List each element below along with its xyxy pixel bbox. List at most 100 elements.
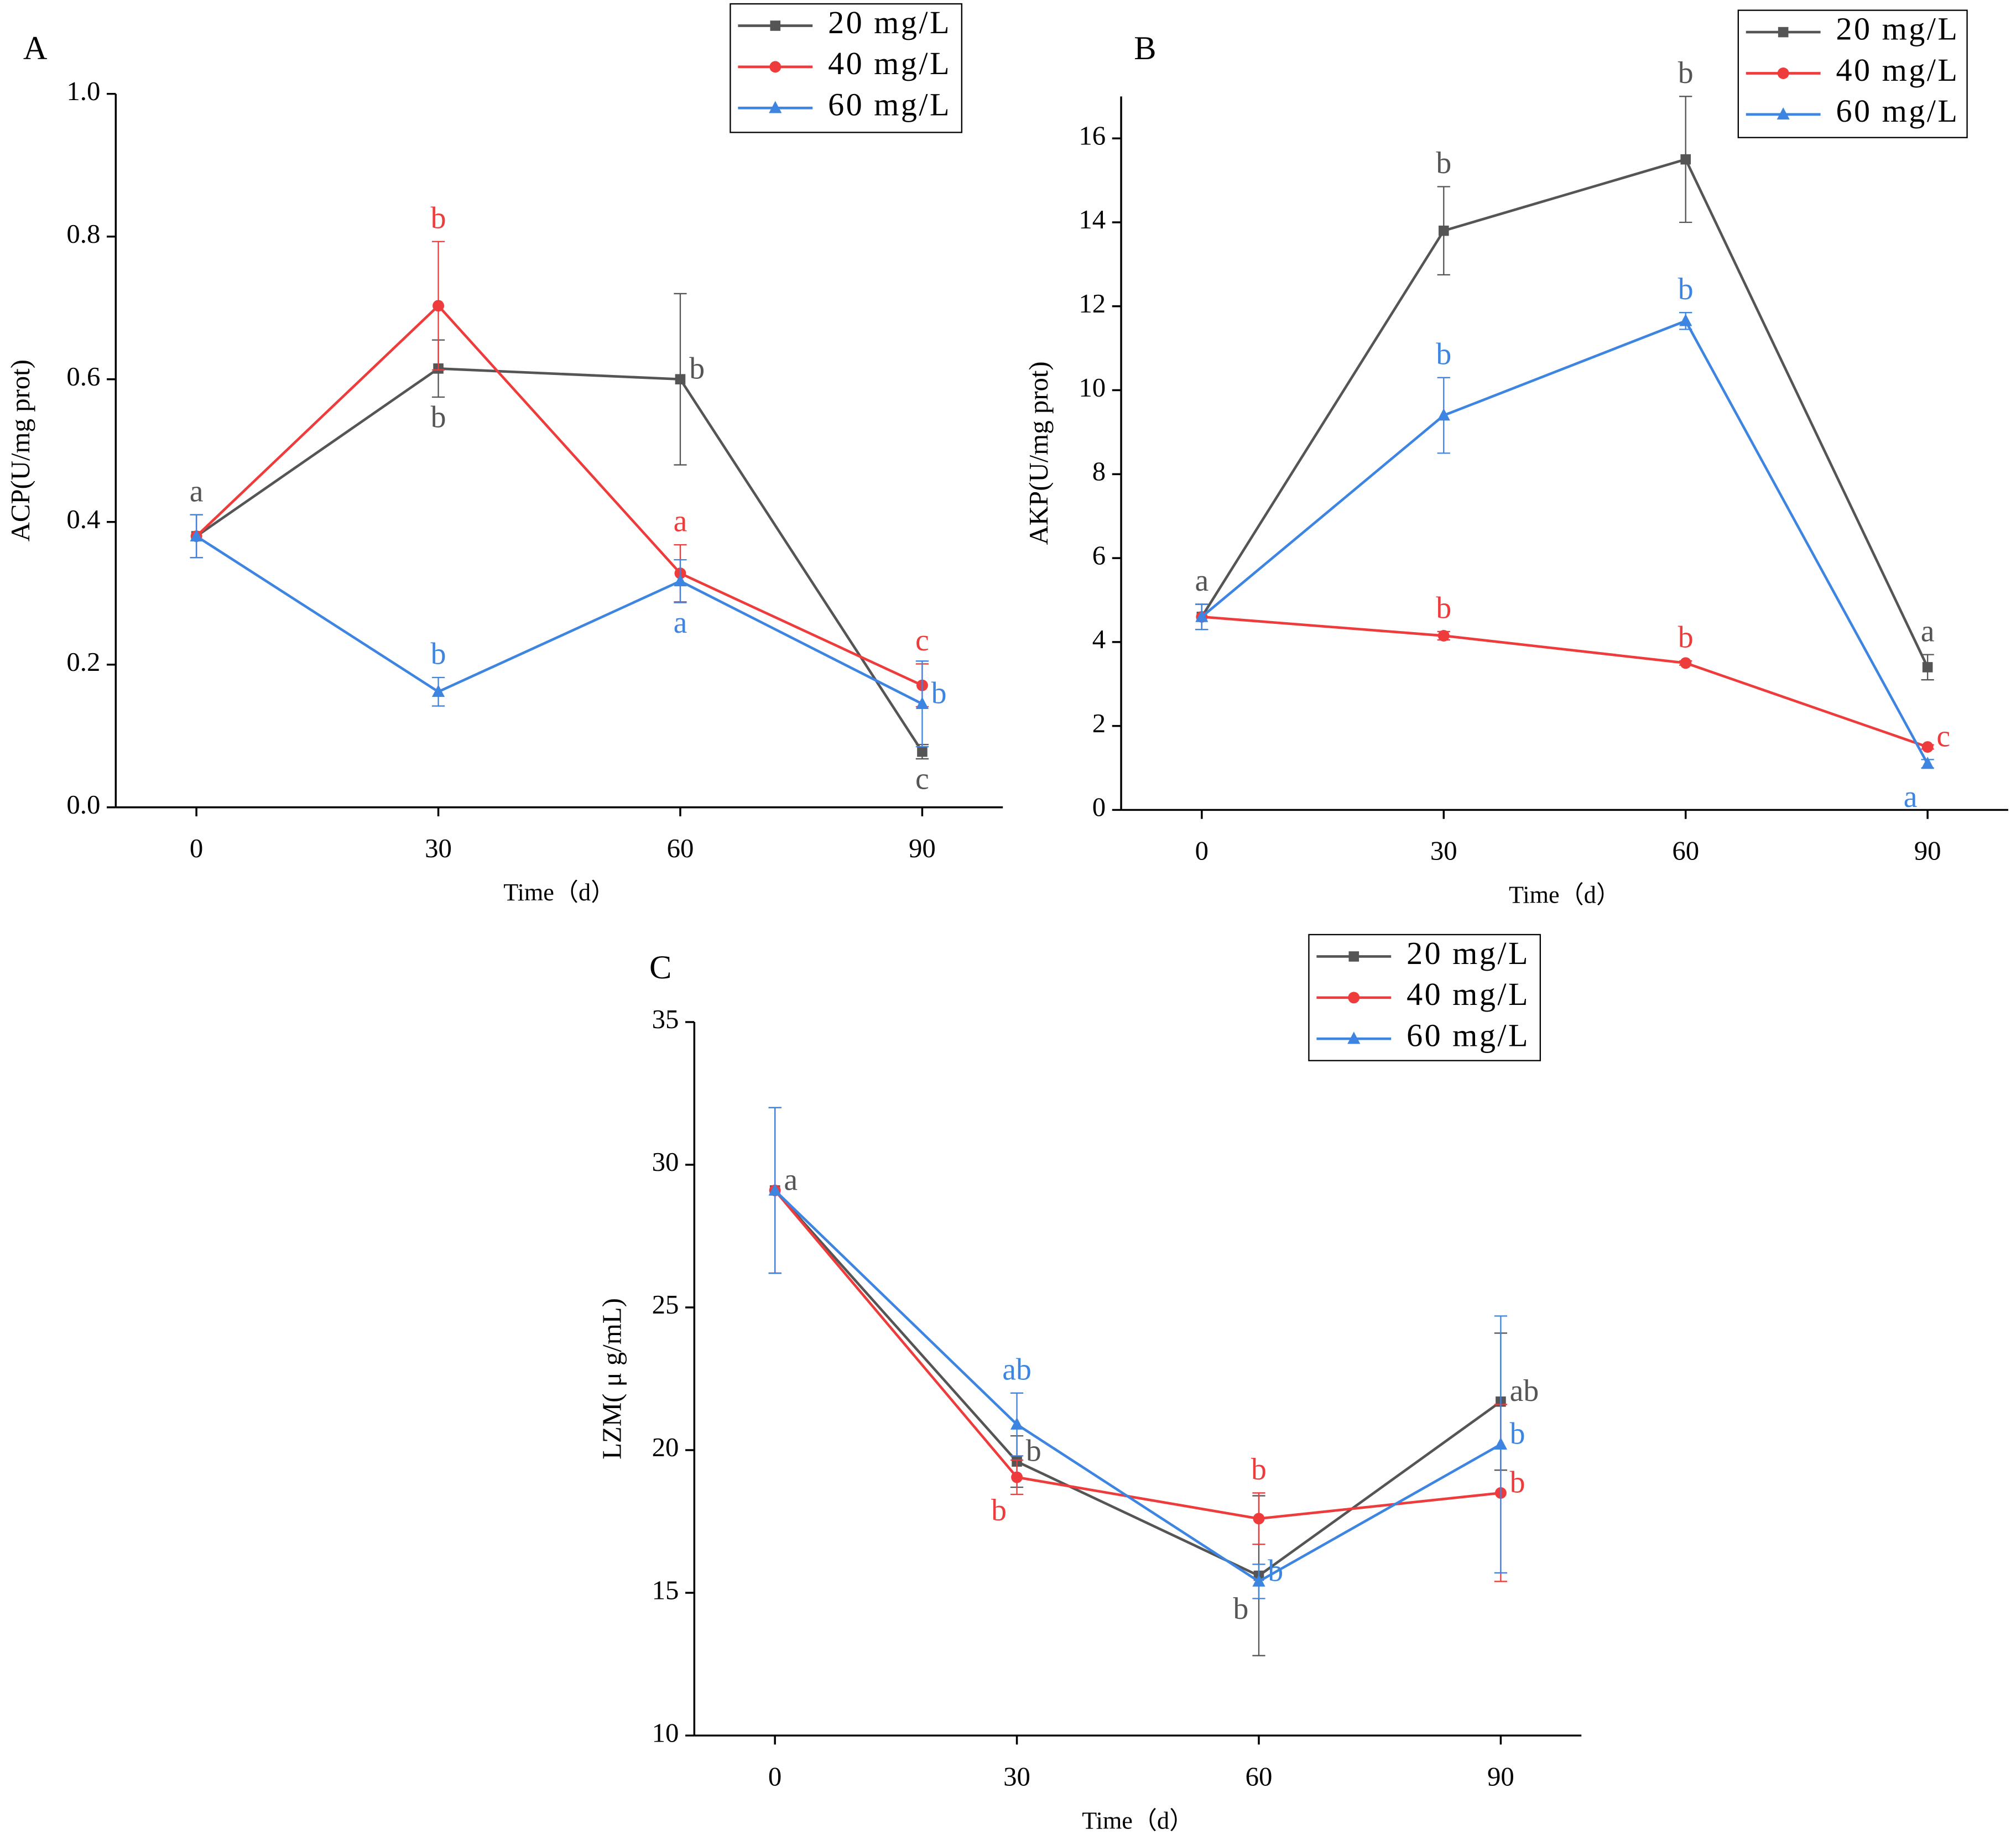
y-tick-label: 4 [1092, 624, 1106, 654]
marker [915, 696, 929, 710]
marker [433, 300, 444, 312]
y-tick-label: 0.8 [66, 219, 100, 249]
marker [1437, 408, 1450, 421]
legend-label: 60 mg/L [828, 87, 951, 123]
legend-label: 60 mg/L [1836, 93, 1959, 129]
x-tick-label: 30 [1430, 836, 1457, 866]
y-tick-label: 1.0 [66, 76, 100, 106]
legend-label: 20 mg/L [1406, 935, 1530, 971]
marker [431, 685, 445, 697]
legend-marker [1348, 951, 1359, 962]
marker [1921, 741, 1934, 753]
legend-label: 20 mg/L [1836, 11, 1959, 46]
y-tick-label: 14 [1079, 205, 1106, 234]
marker [1252, 1574, 1265, 1587]
significance-label: b [1510, 1417, 1525, 1451]
x-tick-label: 90 [1914, 836, 1941, 866]
significance-label: a [1195, 564, 1208, 598]
x-tick-label: 0 [768, 1761, 782, 1791]
significance-label: b [689, 352, 705, 386]
x-axis-label: Time（d） [1082, 1807, 1194, 1834]
series-line [1201, 616, 1928, 748]
y-tick-label: 0.6 [66, 362, 100, 392]
y-tick-label: 10 [652, 1718, 679, 1748]
marker [917, 746, 928, 757]
significance-label: ab [1510, 1374, 1539, 1408]
marker [190, 529, 203, 541]
significance-label: b [1436, 591, 1451, 626]
significance-label: b [431, 400, 446, 435]
significance-label: b [1436, 146, 1451, 180]
significance-label: c [915, 762, 929, 796]
significance-label: a [784, 1163, 798, 1197]
significance-label: b [991, 1493, 1007, 1528]
series-line [1200, 158, 1929, 668]
marker [1922, 662, 1933, 673]
legend-marker [769, 61, 782, 73]
marker [1680, 657, 1692, 669]
y-tick-label: 6 [1092, 540, 1106, 570]
significance-label: a [1904, 780, 1918, 814]
marker [675, 374, 686, 385]
x-tick-label: 90 [909, 833, 936, 863]
legend-label: 40 mg/L [1836, 52, 1959, 88]
y-tick-label: 20 [652, 1432, 679, 1462]
x-axis-label: Time（d） [1509, 882, 1621, 909]
y-tick-label: 0.4 [66, 504, 100, 534]
y-tick-label: 12 [1079, 289, 1106, 319]
legend-marker [769, 101, 782, 113]
legend-marker [1348, 992, 1360, 1004]
significance-label: b [1678, 621, 1694, 655]
x-tick-label: 90 [1487, 1761, 1514, 1791]
y-tick-label: 10 [1079, 373, 1106, 403]
y-axis-label: LZM( μ g/mL) [597, 1298, 627, 1460]
y-axis-label: AKP(U/mg prot) [1024, 361, 1054, 545]
significance-label: c [1936, 719, 1950, 753]
significance-label: b [1678, 272, 1694, 306]
significance-label: b [931, 676, 947, 711]
series-line [195, 304, 923, 687]
legend-label: 60 mg/L [1406, 1018, 1530, 1054]
marker [1921, 757, 1934, 769]
y-tick-label: 15 [652, 1575, 679, 1605]
legend-label: 40 mg/L [1406, 976, 1530, 1012]
significance-label: b [1268, 1554, 1283, 1588]
marker [1011, 1471, 1023, 1483]
significance-label: b [1436, 337, 1451, 371]
significance-label: b [1233, 1592, 1249, 1626]
marker [1679, 314, 1692, 326]
panel-label: C [649, 949, 671, 986]
significance-label: a [674, 606, 687, 640]
panel-label: B [1134, 30, 1156, 67]
marker [1437, 630, 1450, 642]
x-axis-label: Time（d） [503, 879, 615, 906]
y-tick-label: 16 [1079, 121, 1106, 150]
series-line [774, 1189, 1502, 1577]
series-line [195, 535, 923, 705]
series-line [774, 1189, 1501, 1520]
series-line [774, 1189, 1502, 1583]
legend-marker [1347, 1031, 1361, 1044]
y-tick-label: 2 [1092, 708, 1106, 738]
marker [1253, 1513, 1265, 1525]
y-tick-label: 0 [1092, 793, 1106, 822]
significance-label: b [1510, 1465, 1525, 1499]
marker [1438, 225, 1449, 236]
marker [768, 1183, 782, 1196]
marker [1680, 154, 1691, 165]
legend-marker [1777, 67, 1789, 79]
significance-label: ab [1002, 1352, 1032, 1387]
legend-marker [770, 20, 781, 31]
legend-marker [1777, 107, 1790, 120]
x-tick-label: 30 [1003, 1761, 1030, 1791]
x-tick-label: 30 [425, 833, 452, 863]
panel-label: A [23, 30, 48, 67]
x-tick-label: 60 [1246, 1761, 1273, 1791]
significance-label: a [674, 504, 687, 539]
y-tick-label: 0.0 [66, 790, 100, 820]
y-tick-label: 0.2 [66, 647, 100, 677]
legend-marker [1778, 27, 1789, 38]
significance-label: b [431, 637, 446, 671]
